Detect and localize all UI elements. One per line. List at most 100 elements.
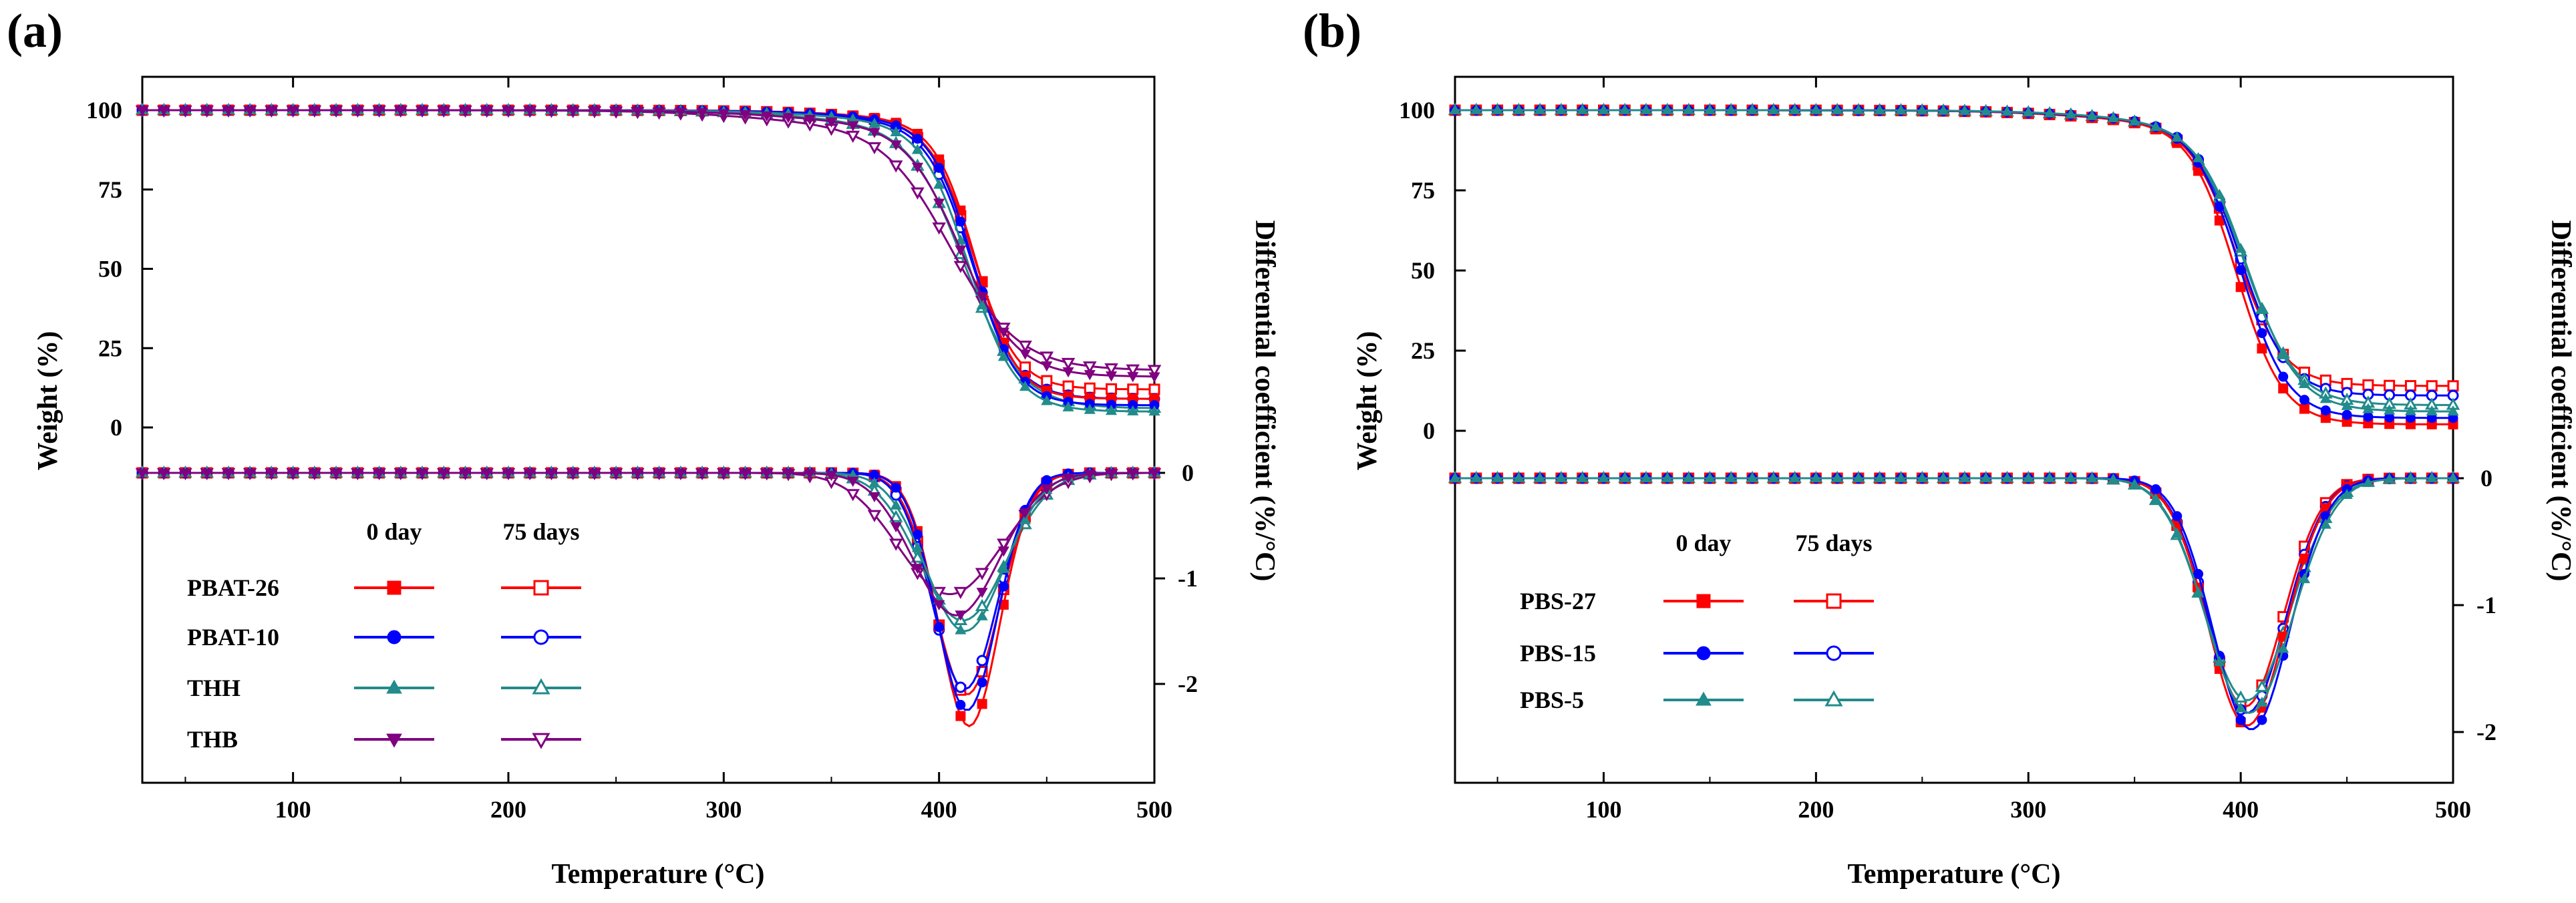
- dtg-point: [524, 468, 536, 480]
- dtg-point: [2001, 472, 2014, 483]
- tg-point: [2213, 188, 2225, 199]
- dtg-point: [244, 468, 256, 480]
- dtg-point: [955, 711, 966, 721]
- panel-label: (b): [1303, 4, 1361, 57]
- y2-tick-label: 0: [2480, 465, 2492, 492]
- legend-marker-75-days: [532, 678, 550, 695]
- x-axis: 100 200 300 400 500: [1496, 77, 2471, 823]
- legend-marker-0-day: [386, 733, 402, 748]
- dtg-point: [975, 568, 989, 580]
- tg-point: [1147, 365, 1162, 377]
- dtg-line: [1455, 477, 2453, 727]
- tg-point: [2256, 302, 2268, 313]
- tg-point: [1980, 105, 1992, 116]
- legend-marker-75-days: [533, 580, 549, 596]
- tg-point: [1937, 104, 1949, 115]
- tg-point: [847, 121, 859, 132]
- tg-line: [142, 109, 1155, 407]
- dtg-point: [1019, 514, 1031, 524]
- tg-point: [867, 142, 882, 155]
- dtg-point: [2044, 472, 2056, 483]
- x-tick-label: 300: [2010, 796, 2046, 823]
- panel-label: (a): [7, 4, 63, 57]
- dtg-point: [847, 476, 859, 488]
- tg-point: [416, 106, 428, 117]
- dtg-point: [1597, 472, 1610, 483]
- x-tick-label: 400: [921, 796, 957, 823]
- dtg-point: [1148, 468, 1160, 480]
- dtg-point: [2426, 472, 2438, 483]
- dtg-point: [1831, 472, 1843, 483]
- dtg-point: [1470, 472, 1482, 483]
- tg-point: [2235, 264, 2246, 275]
- dtg-point: [675, 468, 687, 480]
- dtg-point: [1062, 474, 1074, 484]
- tg-point: [567, 106, 579, 117]
- tg-point: [1683, 104, 1695, 115]
- legend-marker-75-days: [1826, 645, 1842, 661]
- x-axis-title: Temperature (°C): [552, 859, 765, 890]
- tg-point: [1725, 104, 1737, 115]
- tg-point: [2384, 379, 2396, 391]
- tg-point: [2278, 371, 2289, 382]
- dtg-point: [868, 477, 880, 488]
- y-tick-label: 75: [1411, 177, 1435, 204]
- dtg-point: [761, 468, 773, 480]
- tg-point: [911, 144, 923, 154]
- tg-point: [524, 106, 536, 117]
- dtg-point: [1577, 472, 1589, 483]
- legend-header-75-days: 75 days: [1795, 530, 1872, 556]
- dtg-point: [825, 471, 838, 482]
- y-axis-left: 0 25 50 75 100: [1399, 97, 1466, 444]
- dtg-point: [977, 699, 987, 709]
- tg-point: [2320, 405, 2331, 415]
- series-pbat-10: [137, 105, 1160, 711]
- dtg-point: [2128, 478, 2140, 489]
- dtg-point: [804, 469, 816, 480]
- dtg-point: [2150, 484, 2161, 495]
- dtg-point: [2447, 472, 2459, 483]
- legend-entry: PBAT-10: [187, 624, 581, 651]
- tg-point: [825, 117, 838, 128]
- tg-point: [2319, 393, 2331, 403]
- tg-point: [2447, 405, 2459, 416]
- dtg-point: [459, 468, 472, 480]
- tg-point: [1041, 361, 1053, 372]
- tg-point: [1916, 104, 1928, 115]
- tg-point: [136, 106, 148, 117]
- tg-point: [890, 140, 902, 151]
- dtg-point: [997, 562, 1009, 573]
- tg-point: [2086, 110, 2098, 120]
- tg-point: [158, 106, 170, 117]
- legend-label: THB: [187, 726, 238, 753]
- tg-point: [2426, 405, 2438, 415]
- legend-label: PBAT-26: [187, 574, 279, 601]
- tg-point: [589, 106, 601, 117]
- y-axis-right: 0 -1 -2: [2453, 465, 2497, 745]
- dtg-point: [309, 468, 321, 480]
- dtg-point: [330, 468, 342, 480]
- dtg-line: [1455, 477, 2453, 714]
- dtg-point: [2298, 572, 2311, 584]
- tg-point: [1555, 104, 1567, 115]
- tg-point: [933, 178, 945, 189]
- tg-point: [2362, 403, 2374, 413]
- dtg-point: [912, 529, 923, 540]
- tg-point: [2278, 383, 2289, 394]
- plot-area: 100 200 300 400 500 0 25 50 75 100 0 -1 -2: [1399, 75, 2497, 823]
- dtg-point: [1959, 472, 1971, 483]
- tg-point: [222, 106, 234, 117]
- tg-point: [653, 107, 665, 118]
- tg-point: [2235, 282, 2246, 293]
- tg-point: [2044, 107, 2056, 118]
- dtg-point: [889, 510, 903, 522]
- dtg-point: [1105, 469, 1118, 480]
- dtg-point: [1810, 472, 1822, 483]
- tg-point: [2298, 377, 2311, 389]
- dtg-point: [2172, 511, 2183, 522]
- dtg-point: [2171, 527, 2183, 538]
- tg-point: [1874, 104, 1886, 115]
- dtg-point: [890, 499, 902, 510]
- tg-point: [675, 108, 687, 118]
- tg-point: [179, 106, 192, 117]
